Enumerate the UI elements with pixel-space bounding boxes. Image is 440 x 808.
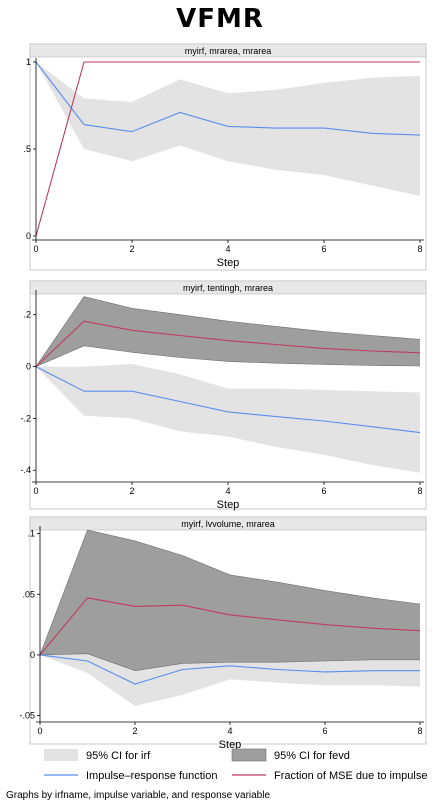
fevd-ci-lower-edge [39,653,420,672]
x-tick-label: 0 [33,486,38,496]
fevd-line [39,597,421,656]
fevd-line [35,61,420,237]
panel-strip-title: myirf, mrarea, mrarea [185,46,272,56]
legend-swatch-fevd_ci [231,748,267,762]
x-tick-label: 6 [322,726,327,736]
legend-label: Impulse–response function [86,770,217,782]
fevd-ci-upper-edge [39,529,421,656]
chart-panel-3: myirf, lvvolume, mrarea-.050.05.10 2 4 6 8St… [19,516,427,751]
y-tick-label: 0 [26,362,31,372]
y-tick-label: .2 [23,310,31,320]
panel-strip [29,516,427,531]
x-tick-label: 4 [225,244,230,254]
x-tick-label: 4 [227,726,232,736]
legend-label: 95% CI for fevd [274,750,350,762]
x-axis-title: Step [217,499,240,511]
fevd-line [35,320,421,367]
chart-panel-1: myirf, mrarea, mrarea 0 .5 1 0 2 4 6 8 Step [23,43,427,271]
panel-strip-title: myirf, lvvolume, mrarea [181,519,275,529]
x-tick-label: 0 [33,244,38,254]
y-tick-label: 1 [26,57,31,67]
x-tick-label: 2 [129,244,134,254]
irf-line [35,366,421,434]
panel-strip [29,280,427,295]
legend: 95% CI for irf 95% CI for fevd Impulse–res… [44,748,427,782]
x-tick-label: 8 [417,244,422,254]
fevd-ci-band [36,296,420,367]
y-tick-label: -.05 [19,711,35,721]
y-tick-label: .5 [23,144,31,154]
legend-label: Fraction of MSE due to impulse [274,770,427,782]
y-tick-label: 0 [30,650,35,660]
y-tick-label: -.2 [20,413,31,423]
fevd-ci-band [40,530,420,671]
x-tick-label: 2 [132,726,137,736]
legend-swatch-irf_ci [44,749,78,761]
graph-note: Graphs by irfname, impulse variable, and… [6,790,271,801]
irf-ci-band [40,642,420,706]
x-axis-title: Step [217,257,240,269]
x-tick-label: 6 [321,486,326,496]
y-tick-label: 0 [26,231,31,241]
x-tick-label: 8 [417,486,422,496]
figure-title: VFMR [176,4,264,34]
x-tick-label: 2 [129,486,134,496]
panel-strip-title: myirf, tentingh, mrarea [183,283,273,293]
fevd-ci-lower-edge [35,345,421,367]
irf-line [39,654,420,685]
x-tick-label: 8 [417,726,422,736]
legend-label: 95% CI for irf [86,750,151,762]
x-tick-label: 6 [321,244,326,254]
y-tick-label: .1 [27,529,35,539]
chart-panel-2: myirf, tentingh, mrarea -.4 -.2 0 .2 0 2 4 6 8 Ste… [20,280,427,511]
y-tick-label: -.4 [20,465,31,475]
fevd-ci-upper-edge [35,296,421,367]
irf-ci-band [36,62,420,196]
x-tick-label: 4 [225,486,230,496]
panel-strip [29,43,427,58]
x-tick-label: 0 [37,726,42,736]
y-tick-label: .05 [22,589,35,599]
x-axis-title: Step [219,739,242,751]
irf-line [35,61,421,136]
